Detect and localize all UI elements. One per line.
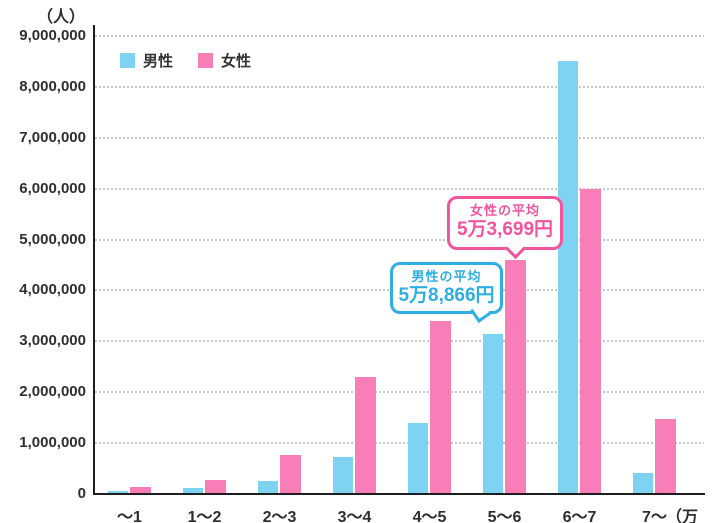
x-tick-label: 7～: [642, 509, 667, 523]
y-tick-label: 3,000,000: [19, 332, 86, 350]
male-average-value: 5万8,866円: [398, 285, 495, 306]
male-average-title: 男性の平均: [411, 269, 482, 284]
male-average-callout: 男性の平均 5万8,866円: [390, 262, 503, 323]
x-tick-label: 6～7: [562, 509, 597, 523]
legend-female-label: 女性: [221, 53, 252, 70]
y-tick-label: 9,000,000: [19, 27, 86, 44]
female-average-value: 5万3,699円: [456, 219, 554, 240]
x-axis-line: [93, 493, 705, 495]
bar-female: [205, 480, 226, 494]
y-tick-label: 4,000,000: [19, 281, 86, 299]
legend: 男性 女性: [120, 50, 268, 71]
legend-male-label: 男性: [143, 53, 174, 70]
x-tick-label: 2～3: [262, 509, 297, 523]
y-tick-label: 7,000,000: [19, 128, 86, 146]
bar-male: [483, 334, 503, 494]
bar-female: [130, 487, 151, 494]
x-axis-unit-label: （万円）: [666, 509, 699, 523]
legend-female-swatch: [198, 53, 214, 68]
y-tick-label: 1,000,000: [19, 434, 86, 452]
bar-male: [108, 491, 128, 494]
gridline: [95, 187, 704, 190]
bar-male: [633, 473, 653, 494]
x-tick-label: 4～5: [412, 509, 447, 523]
bar-male: [333, 457, 353, 494]
y-tick-label: 6,000,000: [19, 179, 86, 197]
female-average-title: 女性の平均: [469, 203, 540, 218]
bar-female: [580, 189, 601, 494]
y-axis-line: [93, 25, 95, 495]
bar-male: [183, 488, 203, 494]
bar-female: [355, 377, 376, 494]
bar-female: [505, 260, 526, 494]
y-tick-label: 8,000,000: [19, 77, 86, 95]
x-tick-label: 1～2: [187, 509, 222, 523]
female-average-callout: 女性の平均 5万3,699円: [447, 196, 563, 260]
x-tick-label: 3～4: [337, 509, 372, 523]
gridline: [95, 136, 704, 139]
bar-female: [655, 419, 676, 494]
y-tick-label: 0: [77, 485, 86, 502]
gridline: [95, 238, 704, 241]
gridline: [95, 340, 704, 343]
bar-male: [258, 481, 278, 494]
gridline: [95, 85, 704, 88]
gridline: [95, 35, 704, 37]
gridline: [95, 391, 704, 394]
bar-female: [430, 321, 451, 494]
x-tick-label: 5～6: [487, 509, 522, 523]
bar-female: [280, 455, 301, 494]
bar-male: [408, 423, 428, 494]
y-tick-label: 5,000,000: [19, 230, 86, 248]
x-tick-label: ～1: [117, 509, 142, 523]
bar-male: [558, 61, 578, 494]
callout-tail: [504, 237, 527, 260]
y-tick-label: 2,000,000: [19, 383, 86, 401]
legend-male-swatch: [120, 53, 135, 68]
gridline: [95, 442, 704, 445]
y-axis-unit-label: （人）: [36, 9, 85, 26]
